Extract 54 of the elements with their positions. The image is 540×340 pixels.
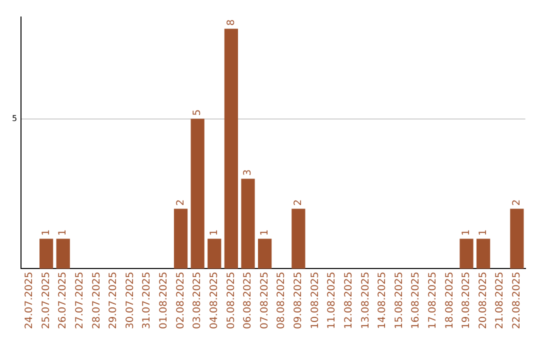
x-tick-label: 10.08.2025: [310, 272, 321, 330]
bar: [39, 238, 54, 269]
x-tick-label: 16.08.2025: [410, 272, 422, 330]
x-tick-label: 20.08.2025: [478, 272, 489, 330]
x-tick-label: 18.08.2025: [444, 272, 456, 330]
x-tick-label: 04.08.2025: [208, 272, 220, 330]
x-tick-label: 27.07.2025: [74, 272, 86, 330]
bar: [292, 208, 306, 269]
x-tick-label: 13.08.2025: [360, 272, 372, 330]
x-tick-label: 22.08.2025: [512, 272, 523, 330]
x-tick-label: 14.08.2025: [377, 272, 388, 330]
data-label: 1: [208, 229, 220, 236]
bar: [208, 238, 222, 269]
x-tick-label: 29.07.2025: [108, 272, 120, 330]
x-tick-label: 12.08.2025: [343, 272, 354, 330]
bar: [258, 238, 272, 269]
bar: [476, 238, 490, 269]
x-tick-label: 06.08.2025: [242, 272, 254, 330]
x-tick-label: 03.08.2025: [192, 272, 204, 330]
x-tick-label: 21.08.2025: [494, 272, 506, 330]
x-tick-label: 17.08.2025: [427, 272, 438, 330]
x-tick-label: 05.08.2025: [226, 272, 237, 330]
x-tick-label: 31.07.2025: [142, 272, 153, 330]
data-label: 2: [512, 199, 523, 206]
data-label: 5: [192, 109, 204, 116]
x-tick-label: 24.07.2025: [24, 272, 36, 330]
bar: [241, 178, 255, 269]
x-tick-label: 26.07.2025: [58, 272, 69, 330]
x-tick-label: 25.07.2025: [40, 272, 52, 330]
x-tick-label: 15.08.2025: [394, 272, 405, 330]
x-tick-label: 09.08.2025: [293, 272, 304, 330]
bar: [190, 118, 204, 269]
data-label: 1: [58, 229, 69, 236]
data-label: 3: [242, 169, 254, 176]
x-tick-label: 07.08.2025: [259, 272, 270, 330]
x-tick-label: 19.08.2025: [461, 272, 472, 330]
bar: [460, 238, 474, 269]
x-tick-label: 02.08.2025: [175, 272, 186, 330]
data-label: 1: [478, 229, 489, 236]
bar: [174, 208, 188, 269]
x-tick-label: 01.08.2025: [158, 272, 170, 330]
bar: [510, 208, 524, 269]
x-tick-label: 08.08.2025: [276, 272, 288, 330]
data-label: 2: [175, 199, 186, 206]
data-label: 1: [259, 229, 270, 236]
data-label: 8: [226, 19, 237, 26]
bar: [56, 238, 70, 269]
data-label: 2: [293, 199, 304, 206]
data-label: 1: [40, 229, 52, 236]
x-tick-label: 28.07.2025: [91, 272, 102, 330]
x-tick-label: 30.07.2025: [124, 272, 136, 330]
bar: [224, 28, 238, 269]
data-label: 1: [461, 229, 472, 236]
x-tick-label: 11.08.2025: [326, 272, 338, 330]
